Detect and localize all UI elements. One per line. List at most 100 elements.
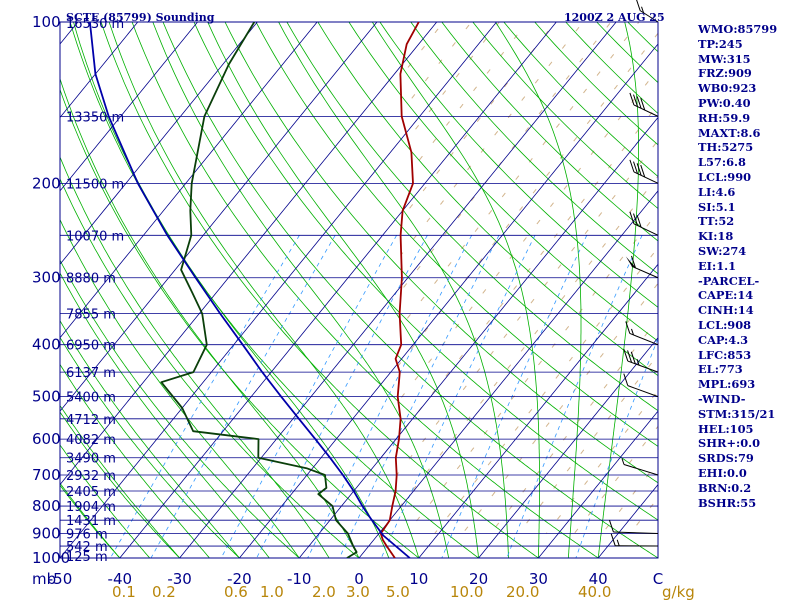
- wind-barb-pennant: [625, 256, 637, 269]
- height-label: 7855 m: [66, 308, 116, 323]
- index-row: SI:5.1: [698, 199, 736, 214]
- wind-barb: [623, 373, 659, 398]
- dry-adiabat: [60, 177, 360, 558]
- wind-barb: [623, 348, 659, 373]
- index-row: EHI:0.0: [698, 465, 747, 480]
- temperature-profile: [379, 22, 420, 558]
- mixing-ratio-label: 2.0: [312, 583, 336, 600]
- height-label: 3490 m: [66, 452, 116, 467]
- height-label: 8880 m: [66, 272, 116, 287]
- wind-barb-staff: [613, 531, 659, 534]
- index-row: BSHR:55: [698, 495, 757, 510]
- index-row: SRDS:79: [698, 451, 754, 466]
- isotherm-line: [60, 22, 318, 339]
- height-label: 16530 m: [66, 17, 124, 32]
- wind-barb-half-flag: [631, 328, 634, 336]
- mixing-ratio-line: [256, 235, 428, 558]
- index-row: HEL:105: [698, 421, 754, 436]
- index-row: EL:773: [698, 362, 743, 377]
- mixing-ratio-label: 0.1: [112, 583, 136, 600]
- parcel-profile: [89, 22, 411, 558]
- index-row: LI:4.6: [698, 184, 736, 199]
- height-label: 125 m: [66, 550, 108, 565]
- wind-barb: [625, 321, 659, 346]
- index-row: STM:315/21: [698, 406, 776, 421]
- isotherm-line: [60, 22, 198, 192]
- index-row: MAXT:8.6: [698, 125, 761, 140]
- mixing-ratio-label: 20.0: [506, 583, 539, 600]
- temperature-tick-label: -20: [227, 570, 252, 588]
- wind-barb-staff: [627, 360, 659, 373]
- wind-barb-staff: [629, 332, 659, 346]
- temperature-tick-label: C: [653, 570, 663, 588]
- mixing-ratio-label: 0.2: [152, 583, 176, 600]
- isotherms: [0, 22, 658, 558]
- wind-barb: [621, 458, 659, 476]
- wind-barb-flag: [636, 163, 642, 176]
- isotherm-line: [60, 22, 438, 486]
- mixing-ratio-line: [110, 235, 300, 558]
- pressure-tick-label: 100: [32, 13, 61, 31]
- moist-adiabat: [73, 22, 390, 558]
- wind-barb-flag: [629, 92, 635, 106]
- temperature-tick-label: -50: [48, 570, 73, 588]
- pressure-tick-label: 200: [32, 174, 61, 192]
- wind-barb-flag: [608, 519, 614, 533]
- height-label: 11500 m: [66, 177, 124, 192]
- isotherm-line: [358, 190, 658, 558]
- temperature-tick-label: -10: [287, 570, 312, 588]
- mixing-ratio-label: 3.0: [346, 583, 370, 600]
- temperature-tick-label: 40: [589, 570, 608, 588]
- mixing-ratio-label: 5.0: [386, 583, 410, 600]
- wind-barb-flag: [629, 211, 635, 224]
- wind-barb-flag: [631, 255, 636, 269]
- wind-barb: [629, 159, 659, 184]
- wind-barb-flag: [633, 94, 638, 107]
- index-row: TP:245: [698, 36, 743, 51]
- mixing-ratio-line: [506, 235, 643, 558]
- height-label: 13350 m: [66, 110, 124, 125]
- index-row: CINH:14: [698, 303, 754, 318]
- index-row: PW:0.40: [698, 95, 751, 110]
- height-label: 10070 m: [66, 229, 124, 244]
- wind-barb-staff: [633, 104, 659, 117]
- index-row: CAPE:14: [698, 288, 754, 303]
- wind-barb: [608, 519, 659, 534]
- height-label: 6950 m: [66, 339, 116, 354]
- wind-barb-flag: [636, 96, 642, 109]
- index-row: FRZ:909: [698, 66, 752, 81]
- pressure-tick-label: 1000: [32, 549, 70, 567]
- index-row: SW:274: [698, 243, 747, 258]
- mixing-ratio-line: [575, 337, 658, 558]
- wind-barb-flag: [640, 97, 646, 111]
- temperature-tick-label: -40: [108, 570, 133, 588]
- height-label: 542 m: [66, 540, 108, 555]
- mixing-ratio-line: [441, 235, 588, 558]
- isotherm-line: [0, 22, 18, 558]
- isobars: [60, 22, 658, 558]
- index-row: LCL:908: [698, 317, 752, 332]
- wind-barb-staff: [623, 463, 659, 476]
- isotherm-line: [60, 22, 139, 119]
- wind-barb: [625, 255, 659, 279]
- wind-barb-flag: [636, 0, 641, 11]
- index-row: L57:6.8: [698, 155, 746, 170]
- wind-barb-flag: [625, 321, 631, 334]
- wind-barb-staff: [633, 223, 659, 236]
- pressure-tick-label: 400: [32, 336, 61, 354]
- index-row: MPL:693: [698, 377, 756, 392]
- wind-barb-flag: [636, 215, 642, 228]
- wind-barb-flag: [633, 161, 638, 174]
- height-label: 1904 m: [66, 500, 116, 515]
- wind-barb: [610, 533, 659, 547]
- wind-barb-flag: [623, 373, 629, 386]
- index-row: TT:52: [698, 214, 735, 229]
- isotherm-line: [478, 337, 658, 558]
- mixing-ratio-line: [339, 235, 500, 558]
- pressure-tick-label: 700: [32, 466, 61, 484]
- wind-barb-half-flag: [621, 458, 625, 465]
- height-label: 4082 m: [66, 433, 116, 448]
- wind-barb: [629, 92, 659, 117]
